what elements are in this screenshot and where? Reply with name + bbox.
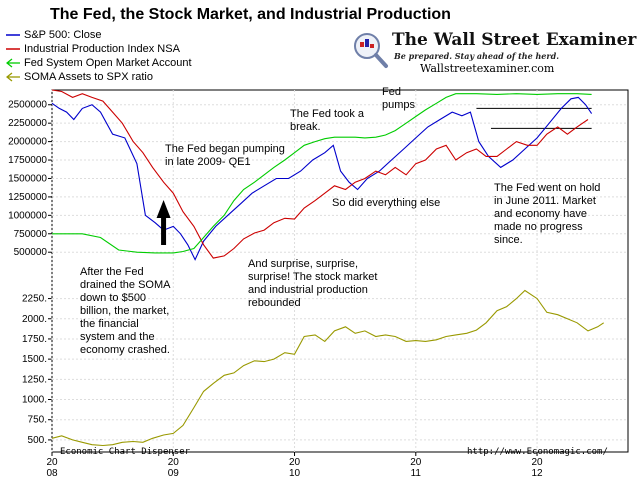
x-tick-label: 20: [410, 457, 422, 468]
x-tick-label: 10: [289, 468, 301, 479]
lower-y-tick-label: 1000.: [22, 395, 47, 406]
x-tick-label: 11: [411, 468, 422, 479]
logo-name: The Wall Street Examiner: [392, 30, 637, 50]
magnifier-icon: [354, 33, 388, 68]
legend-swatch-industrial-production: [6, 48, 20, 50]
legend-swatch-sp500: [6, 34, 20, 36]
x-tick-label: 08: [46, 468, 58, 479]
upper-y-tick-label: 1000000: [8, 210, 47, 221]
annotation-rebounded: And surprise, surprise, surprise! The st…: [248, 258, 378, 309]
plot-frame: [51, 89, 629, 453]
legend-label: Industrial Production Index NSA: [24, 43, 180, 55]
logo-url: Wallstreetexaminer.com: [420, 62, 555, 75]
legend-swatch-soma: [6, 58, 20, 68]
up-arrow-icon: [156, 200, 171, 218]
upper-y-tick-label: 1250000: [8, 192, 47, 203]
legend-swatch-soma-ratio: [6, 72, 20, 82]
annotation-fed-drained: After the Fed drained the SOMA down to $…: [80, 266, 170, 356]
logo-tagline: Be prepared. Stay ahead of the herd.: [394, 51, 559, 61]
lower-y-tick-label: 1750.: [22, 334, 47, 345]
upper-y-tick-label: 2250000: [8, 118, 47, 129]
lower-y-tick-label: 1250.: [22, 374, 47, 385]
arrow-shaft: [161, 217, 167, 245]
lower-y-tick-label: 1500.: [22, 354, 47, 365]
upper-y-tick-label: 1750000: [8, 155, 47, 166]
lower-y-tick-label: 2250.: [22, 294, 47, 305]
annotation-so-did-everything: So did everything else: [332, 197, 441, 209]
upper-y-tick-label: 1500000: [8, 173, 47, 184]
legend-label: Fed System Open Market Account: [24, 57, 192, 69]
upper-series-line-2: [52, 93, 592, 254]
upper-y-tick-label: 750000: [14, 229, 48, 240]
annotation-qe1: The Fed began pumping in late 2009- QE1: [165, 143, 285, 168]
lower-series-line-0: [51, 289, 605, 447]
lower-y-tick-label: 750.: [28, 415, 47, 426]
x-tick-label: 12: [531, 468, 543, 479]
upper-y-tick-label: 2500000: [8, 100, 47, 111]
lower-y-tick-label: 2000.: [22, 314, 47, 325]
chart-title: The Fed, the Stock Market, and Industria…: [50, 6, 451, 23]
footer-left: Economic Chart Dispenser: [60, 447, 191, 457]
lower-y-tick-label: 500.: [28, 435, 47, 446]
footer-right: http://www.Economagic.com/: [467, 447, 608, 457]
annotation-fed-on-hold: The Fed went on hold in June 2011. Marke…: [494, 182, 601, 246]
x-tick-label: 20: [46, 457, 58, 468]
annotation-fed-break: The Fed took a break.: [290, 108, 364, 133]
x-tick-label: 20: [168, 457, 180, 468]
upper-series-line-1: [51, 89, 589, 259]
wall-street-examiner-logo: The Wall Street Examiner Be prepared. St…: [350, 28, 636, 80]
upper-y-tick-label: 500000: [14, 247, 48, 258]
x-tick-label: 20: [289, 457, 301, 468]
x-tick-label: 09: [168, 468, 180, 479]
annotation-fed-pumps: Fed pumps: [382, 86, 416, 111]
x-tick-label: 20: [531, 457, 543, 468]
upper-y-tick-label: 2000000: [8, 137, 47, 148]
upper-series-line-0: [51, 96, 593, 261]
legend-label: S&P 500: Close: [24, 29, 102, 41]
legend-label: SOMA Assets to SPX ratio: [24, 71, 153, 83]
